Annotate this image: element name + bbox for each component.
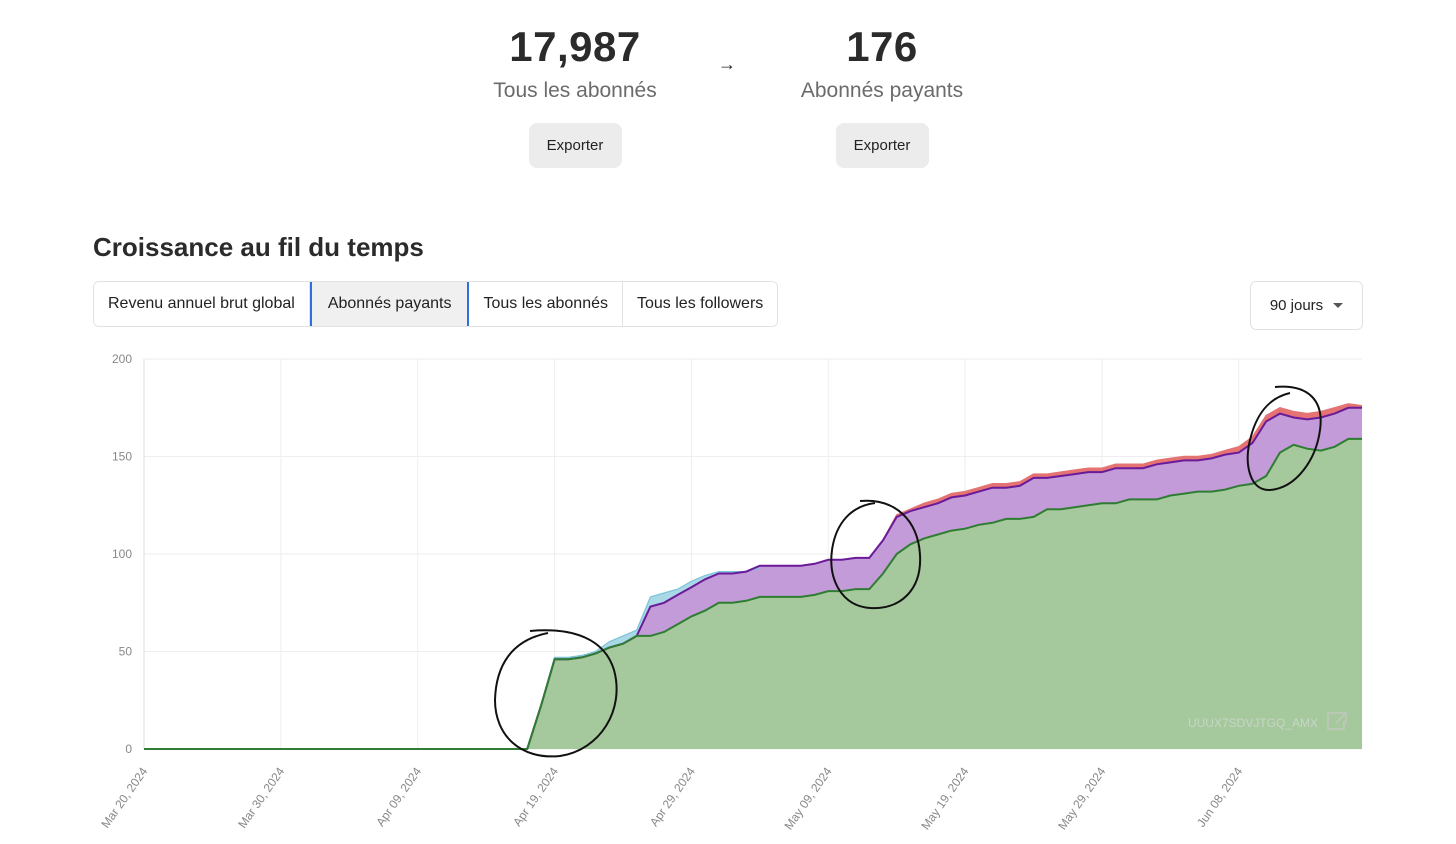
time-range-value: 90 jours <box>1269 297 1324 314</box>
green-series-line <box>144 437 1362 750</box>
tab-all-subscribers[interactable]: Tous les abonnés <box>469 282 623 326</box>
stat-paid-subscribers: 176 Abonnés payants Exporter <box>752 22 1012 168</box>
export-paid-subscribers-button[interactable]: Exporter <box>835 123 929 168</box>
x-tick-label: May 09, 2024 <box>782 764 835 832</box>
growth-chart: 0 50 100 150 200 Mar 20, 2024 Mar 30, 2024 Apr … <box>98 352 1363 832</box>
stat-label: Abonnés payants <box>800 79 964 102</box>
tab-gross-annualized-revenue[interactable]: Revenu annuel brut global <box>94 282 310 326</box>
y-tick-label: 150 <box>112 450 132 464</box>
chart-tabs: Revenu annuel brut global Abonnés payant… <box>93 281 779 327</box>
x-tick-label: Apr 19, 2024 <box>510 764 561 829</box>
tab-paid-subscribers[interactable]: Abonnés payants <box>309 282 470 326</box>
stat-value: 176 <box>846 23 918 70</box>
blue-series-line <box>540 567 760 707</box>
stat-label: Tous les abonnés <box>493 79 657 102</box>
tab-all-followers[interactable]: Tous les followers <box>623 282 778 326</box>
stat-all-subscribers: 17,987 Tous les abonnés Exporter <box>445 22 705 168</box>
x-tick-label: Mar 20, 2024 <box>98 764 150 830</box>
section-title: Croissance au fil du temps <box>93 232 424 262</box>
y-tick-label: 200 <box>112 352 132 366</box>
x-tick-label: Apr 09, 2024 <box>373 764 424 829</box>
x-tick-label: Jun 08, 2024 <box>1194 764 1245 829</box>
external-link-icon <box>1327 712 1347 730</box>
stat-value: 17,987 <box>509 23 641 70</box>
annotation-circle <box>830 499 922 610</box>
chart-watermark: UUUX7SDVJTGQ_AMX <box>1188 716 1318 730</box>
export-all-subscribers-button[interactable]: Exporter <box>528 123 622 168</box>
time-range-select[interactable]: 90 jours <box>1250 281 1363 330</box>
y-tick-label: 100 <box>112 547 132 561</box>
x-tick-label: May 29, 2024 <box>1055 764 1108 832</box>
x-tick-label: May 19, 2024 <box>918 764 971 832</box>
x-tick-label: Apr 29, 2024 <box>647 764 698 829</box>
x-tick-label: Mar 30, 2024 <box>235 764 287 830</box>
annotation-circle <box>1246 385 1322 492</box>
y-tick-label: 50 <box>119 645 133 659</box>
y-tick-label: 0 <box>125 742 132 756</box>
annotation-circle <box>493 629 618 758</box>
purple-series-line <box>144 406 1362 750</box>
arrow-right-icon: → <box>718 54 736 74</box>
chevron-down-icon <box>1333 303 1344 308</box>
green-series-area <box>144 438 1362 749</box>
purple-series-band <box>144 407 1362 749</box>
